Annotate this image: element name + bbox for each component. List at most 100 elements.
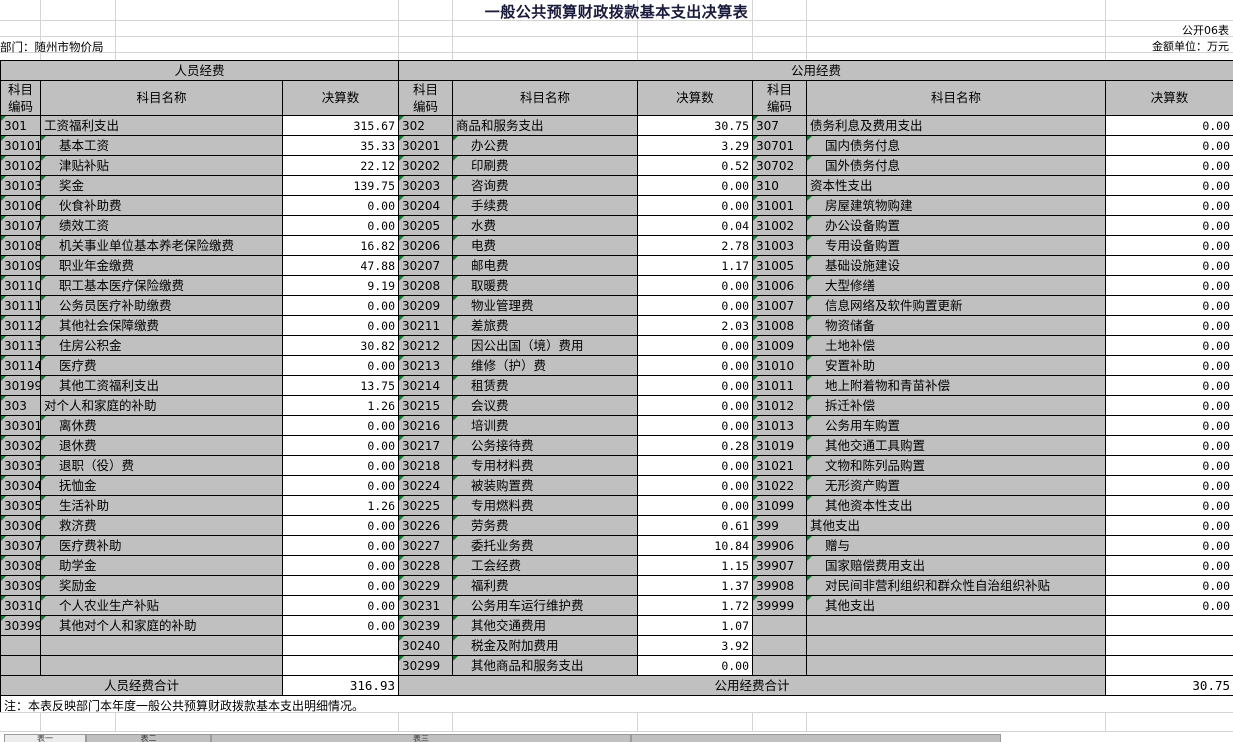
- comment-marker-icon: [453, 496, 459, 501]
- comment-marker-icon: [41, 236, 46, 241]
- cell-code: 31001: [752, 195, 808, 216]
- col-header-code-3: 科目 编码: [752, 80, 808, 116]
- comment-marker-icon: [41, 416, 46, 421]
- comment-marker-icon: [399, 356, 405, 361]
- cell-amount: [281, 655, 400, 676]
- cell-name: 劳务费: [452, 515, 639, 536]
- cell-code: 30225: [398, 495, 454, 516]
- cell-code: 302: [398, 115, 454, 136]
- comment-marker-icon: [399, 596, 405, 601]
- cell-name: 因公出国（境）费用: [452, 335, 639, 356]
- cell-name: 救济费: [40, 515, 283, 536]
- cell-code: 39908: [752, 575, 808, 596]
- cell-name: 专用材料费: [452, 455, 639, 476]
- table-row: 30102 津贴补贴 22.12 30202 印刷费 0.52 30702 国外债务付息 0.0…: [0, 155, 1233, 176]
- table-row: 30109 职业年金缴费 47.88 30207 邮电费 1.17 31005 基础设施建设 0…: [0, 255, 1233, 276]
- cell-code: 31099: [752, 495, 808, 516]
- comment-marker-icon: [1, 116, 6, 121]
- cell-name: 商品和服务支出: [452, 115, 639, 136]
- table-row: 30240 税金及附加费用 3.92: [0, 635, 1233, 656]
- cell-amount: 0.00: [1105, 535, 1233, 556]
- comment-marker-icon: [1, 496, 6, 501]
- comment-marker-icon: [453, 356, 459, 361]
- cell-name: 邮电费: [452, 255, 639, 276]
- group-header-personnel: 人员经费: [0, 60, 400, 81]
- comment-marker-icon: [453, 436, 459, 441]
- cell-name: 医疗费: [40, 355, 283, 376]
- table-row: 30304 抚恤金 0.00 30224 被装购置费 0.00 31022 无形资产购置 0.0…: [0, 475, 1233, 496]
- cell-code: 30214: [398, 375, 454, 396]
- cell-name: 医疗费补助: [40, 535, 283, 556]
- comment-marker-icon: [753, 296, 759, 301]
- cell-amount: 0.52: [637, 155, 754, 176]
- comment-marker-icon: [453, 416, 459, 421]
- comment-marker-icon: [453, 456, 459, 461]
- cell-name: 信息网络及软件购置更新: [806, 295, 1107, 316]
- cell-name: 公务员医疗补助缴费: [40, 295, 283, 316]
- cell-code: 30103: [0, 175, 41, 196]
- comment-marker-icon: [807, 196, 813, 201]
- comment-marker-icon: [453, 276, 459, 281]
- cell-name: 国外债务付息: [806, 155, 1107, 176]
- comment-marker-icon: [41, 196, 46, 201]
- comment-marker-icon: [807, 596, 813, 601]
- cell-name: 无形资产购置: [806, 475, 1107, 496]
- column-header-row: 科目 编码 科目名称 决算数 科目 编码 科目名称 决算数 科目 编码 科目名称…: [0, 80, 1233, 116]
- cell-name: 房屋建筑物购建: [806, 195, 1107, 216]
- cell-amount: 1.26: [281, 495, 400, 516]
- cell-amount: 47.88: [281, 255, 400, 276]
- personnel-total-value: 316.93: [281, 675, 400, 696]
- cell-code: 30207: [398, 255, 454, 276]
- comment-marker-icon: [453, 296, 459, 301]
- cell-code: 30111: [0, 295, 41, 316]
- comment-marker-icon: [753, 276, 759, 281]
- sheet-tab-3[interactable]: [631, 734, 1001, 742]
- comment-marker-icon: [399, 576, 405, 581]
- cell-name: 职业年金缴费: [40, 255, 283, 276]
- cell-code: 30304: [0, 475, 41, 496]
- cell-code: 30218: [398, 455, 454, 476]
- comment-marker-icon: [807, 536, 813, 541]
- cell-code: 30309: [0, 575, 41, 596]
- cell-amount: 0.00: [637, 175, 754, 196]
- sheet-tab-2[interactable]: 表三: [211, 734, 631, 742]
- cell-amount: 2.78: [637, 235, 754, 256]
- col-header-code-2: 科目 编码: [398, 80, 454, 116]
- comment-marker-icon: [807, 336, 813, 341]
- sheet-tab-1[interactable]: 表二: [86, 734, 211, 742]
- cell-amount: 315.67: [281, 115, 400, 136]
- cell-name: 住房公积金: [40, 335, 283, 356]
- cell-code: 30114: [0, 355, 41, 376]
- cell-amount: 0.00: [637, 475, 754, 496]
- footer-note: 注：本表反映部门本年度一般公共预算财政拨款基本支出明细情况。: [0, 695, 1233, 716]
- cell-amount: 0.00: [1105, 495, 1233, 516]
- comment-marker-icon: [399, 116, 405, 121]
- cell-amount: 0.00: [281, 475, 400, 496]
- table-row: 30299 其他商品和服务支出 0.00: [0, 655, 1233, 676]
- cell-name: [806, 655, 1107, 676]
- comment-marker-icon: [41, 216, 46, 221]
- comment-marker-icon: [399, 136, 405, 141]
- cell-code: [752, 655, 808, 676]
- col-header-name-3: 科目名称: [806, 80, 1107, 116]
- cell-code: 31005: [752, 255, 808, 276]
- comment-marker-icon: [807, 396, 813, 401]
- comment-marker-icon: [453, 616, 459, 621]
- table-row: 301 工资福利支出 315.67 302 商品和服务支出 30.75 307 债务利息及费用…: [0, 115, 1233, 136]
- comment-marker-icon: [399, 196, 405, 201]
- table-row: 30199 其他工资福利支出 13.75 30214 租赁费 0.00 31011 地上附着物…: [0, 375, 1233, 396]
- cell-name: 专用燃料费: [452, 495, 639, 516]
- cell-code: 30110: [0, 275, 41, 296]
- cell-code: 307: [752, 115, 808, 136]
- sheet-tab-bar[interactable]: 表一 表二 表三: [0, 733, 1233, 742]
- cell-amount: 0.00: [637, 455, 754, 476]
- comment-marker-icon: [399, 536, 405, 541]
- comment-marker-icon: [807, 356, 813, 361]
- comment-marker-icon: [399, 276, 405, 281]
- comment-marker-icon: [807, 316, 813, 321]
- table-row: 30112 其他社会保障缴费 0.00 30211 差旅费 2.03 31008 物资储备 0.…: [0, 315, 1233, 336]
- comment-marker-icon: [807, 456, 813, 461]
- comment-marker-icon: [753, 236, 759, 241]
- cell-code: 30206: [398, 235, 454, 256]
- sheet-tab-0[interactable]: 表一: [4, 734, 86, 742]
